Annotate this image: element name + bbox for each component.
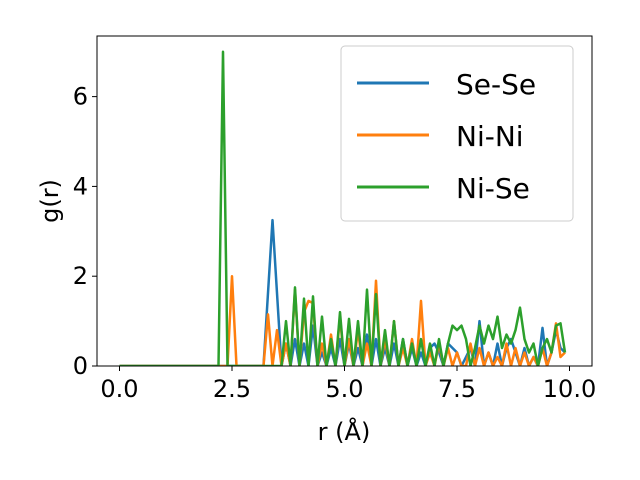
y-axis-label: g(r) bbox=[36, 179, 64, 223]
y-tick-label: 4 bbox=[73, 172, 88, 200]
x-axis-label: r (Å) bbox=[318, 417, 371, 446]
y-tick-label: 6 bbox=[73, 83, 88, 111]
y-axis-ticks: 0 2 4 6 bbox=[73, 83, 97, 380]
legend-label-ni-ni: Ni-Ni bbox=[456, 120, 524, 153]
x-tick-label: 7.5 bbox=[438, 375, 476, 403]
x-axis-ticks: 0.0 2.5 5.0 7.5 10.0 bbox=[100, 366, 596, 403]
series-layer bbox=[119, 50, 567, 366]
series-line-ni-se bbox=[119, 50, 567, 366]
x-tick-label: 2.5 bbox=[213, 375, 251, 403]
legend-label-se-se: Se-Se bbox=[456, 68, 536, 101]
legend-label-ni-se: Ni-Se bbox=[456, 172, 530, 205]
legend-box bbox=[340, 45, 574, 222]
x-tick-label: 10.0 bbox=[543, 375, 596, 403]
y-tick-label: 0 bbox=[73, 352, 88, 380]
y-tick-label: 2 bbox=[73, 262, 88, 290]
x-tick-label: 5.0 bbox=[325, 375, 363, 403]
x-tick-label: 0.0 bbox=[100, 375, 138, 403]
legend: Se-Se Ni-Ni Ni-Se bbox=[340, 45, 574, 222]
